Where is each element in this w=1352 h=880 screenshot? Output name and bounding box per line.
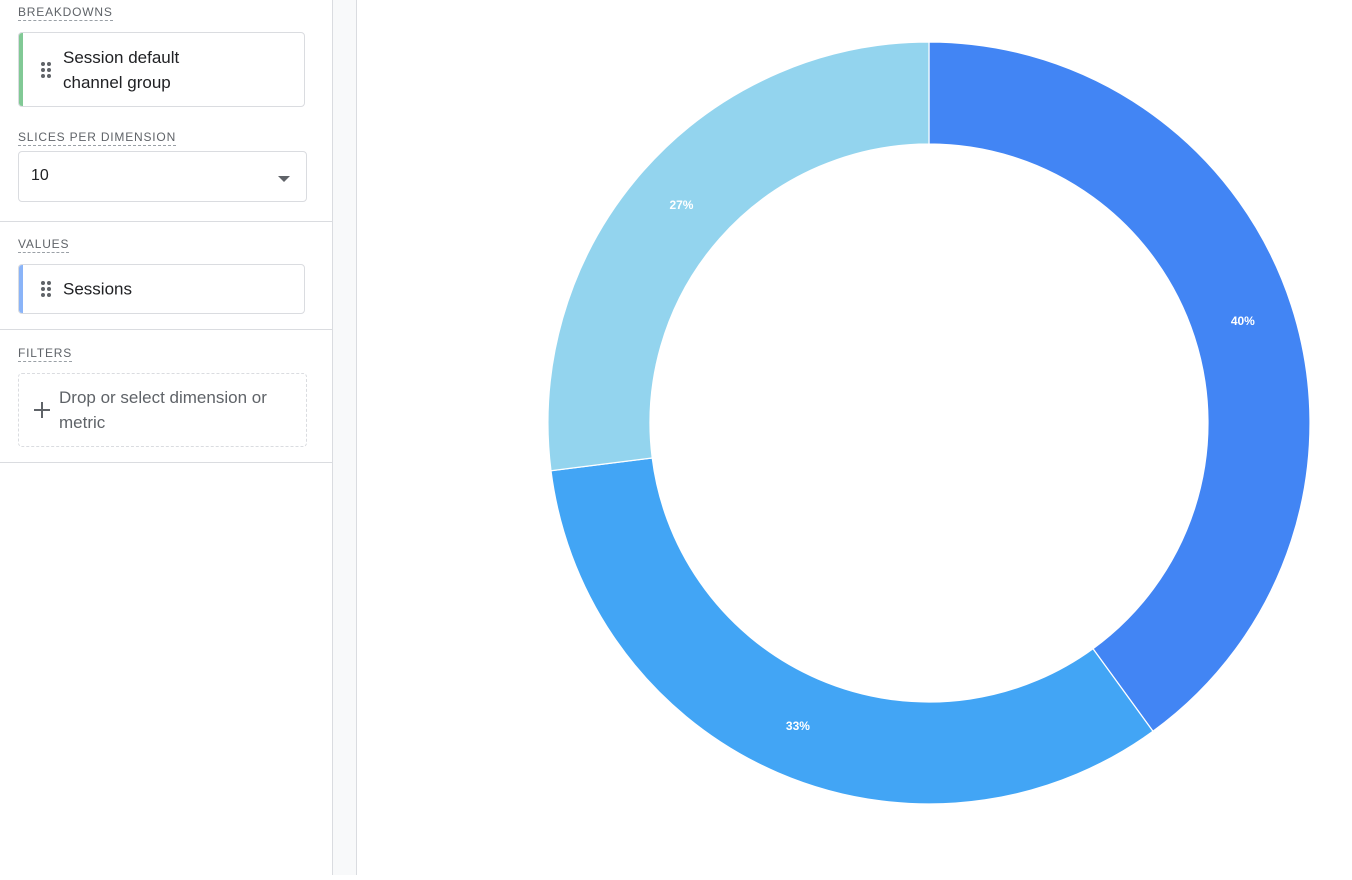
values-label: VALUES bbox=[18, 237, 70, 253]
section-divider bbox=[0, 329, 332, 330]
slices-per-dimension-select[interactable]: 10 bbox=[18, 151, 307, 202]
value-chip-label: Sessions bbox=[63, 279, 132, 299]
section-divider bbox=[0, 462, 332, 463]
panel-gutter bbox=[333, 0, 357, 875]
value-chip[interactable]: Sessions bbox=[18, 264, 305, 314]
donut-slice-3[interactable] bbox=[547, 41, 930, 472]
donut-slice-label-2: 33% bbox=[786, 719, 810, 733]
donut-slice-label-3: 27% bbox=[669, 198, 693, 212]
donut-chart: 40% 33% 27% bbox=[547, 41, 1311, 805]
breakdowns-label: BREAKDOWNS bbox=[18, 5, 113, 21]
filter-dropzone[interactable]: Drop or select dimension or metric bbox=[18, 373, 307, 447]
settings-panel: BREAKDOWNS Session default channel group… bbox=[0, 0, 333, 875]
section-divider bbox=[0, 221, 332, 222]
filters-label: FILTERS bbox=[18, 346, 73, 362]
donut-slice-2[interactable] bbox=[550, 457, 1154, 805]
breakdown-chip[interactable]: Session default channel group bbox=[18, 32, 305, 107]
drag-handle-icon[interactable] bbox=[40, 61, 52, 79]
donut-slice-1[interactable] bbox=[928, 41, 1311, 733]
breakdown-chip-label: Session default channel group bbox=[63, 47, 180, 92]
breakdown-chip-accent bbox=[19, 33, 23, 106]
chevron-down-icon bbox=[278, 176, 290, 182]
slices-per-dimension-value: 10 bbox=[31, 167, 49, 184]
plus-icon bbox=[34, 402, 50, 418]
slices-per-dimension-label: SLICES PER DIMENSION bbox=[18, 130, 177, 146]
drag-handle-icon[interactable] bbox=[40, 280, 52, 298]
chart-canvas: 40% 33% 27% bbox=[357, 0, 1352, 875]
value-chip-accent bbox=[19, 265, 23, 313]
donut-slice-label-1: 40% bbox=[1231, 314, 1255, 328]
filter-dropzone-text: Drop or select dimension or metric bbox=[59, 388, 267, 432]
